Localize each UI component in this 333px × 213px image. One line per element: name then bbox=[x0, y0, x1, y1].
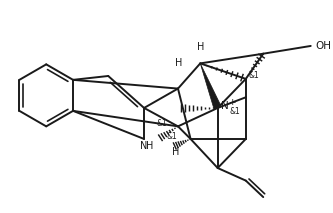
Text: &1: &1 bbox=[166, 132, 177, 141]
Text: +: + bbox=[228, 98, 236, 107]
Text: N: N bbox=[141, 141, 148, 151]
Text: OH: OH bbox=[316, 41, 332, 51]
Polygon shape bbox=[200, 63, 221, 109]
Text: &1: &1 bbox=[157, 119, 167, 128]
Text: H: H bbox=[196, 42, 204, 52]
Text: H: H bbox=[175, 58, 182, 68]
Text: H: H bbox=[172, 147, 180, 157]
Text: &1: &1 bbox=[249, 71, 259, 79]
Text: H: H bbox=[146, 141, 154, 151]
Text: N: N bbox=[220, 101, 228, 111]
Text: &1: &1 bbox=[229, 107, 240, 116]
